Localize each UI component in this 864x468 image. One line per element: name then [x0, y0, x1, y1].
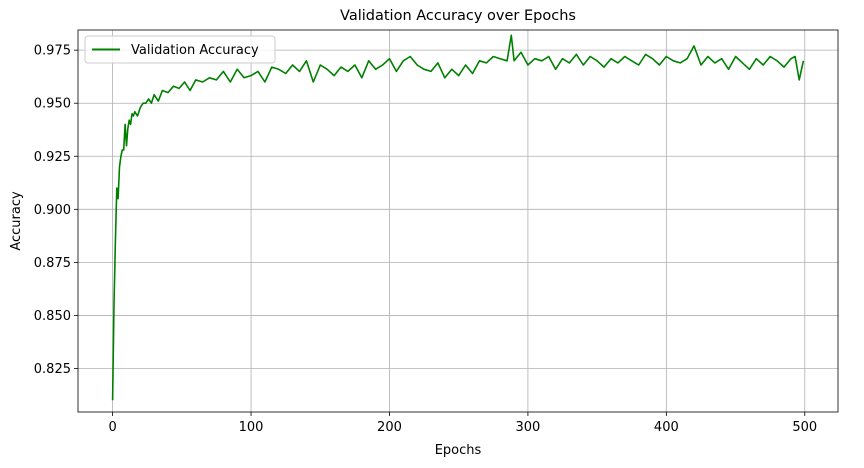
plot-area-frame [77, 29, 839, 413]
legend: Validation Accuracy [84, 35, 276, 64]
grid [78, 30, 838, 412]
x-tick-label: 200 [377, 420, 402, 435]
y-axis-label: Accuracy [9, 191, 24, 251]
ticks: 0 100 200 300 400 500 0.825 0.850 0.875 0.900 0.92… [34, 44, 817, 435]
y-tick-label: 0.975 [34, 44, 71, 59]
x-tick-label: 0 [108, 420, 116, 435]
series-layer [111, 34, 805, 401]
series-line-validation-accuracy [111, 34, 805, 401]
legend-entry-validation-accuracy: Validation Accuracy [131, 43, 259, 58]
x-axis-label: Epochs [435, 443, 482, 458]
y-tick-label: 0.825 [34, 362, 71, 377]
y-tick-label: 0.875 [34, 256, 71, 271]
y-tick-label: 0.950 [34, 97, 71, 112]
x-tick-label: 400 [654, 420, 679, 435]
x-tick-label: 100 [239, 420, 264, 435]
y-tick-label: 0.925 [34, 150, 71, 165]
chart-title: Validation Accuracy over Epochs [340, 8, 576, 24]
y-tick-label: 0.850 [34, 309, 71, 324]
x-tick-label: 300 [515, 420, 540, 435]
x-tick-label: 500 [792, 420, 817, 435]
y-tick-label: 0.900 [34, 203, 71, 218]
legend-box [84, 35, 276, 64]
